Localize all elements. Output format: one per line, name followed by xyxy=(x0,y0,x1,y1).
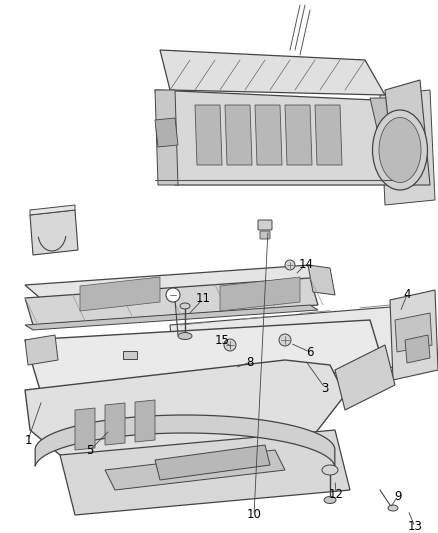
Polygon shape xyxy=(170,305,420,385)
Polygon shape xyxy=(60,430,350,515)
Ellipse shape xyxy=(379,117,421,182)
Text: 9: 9 xyxy=(394,489,402,503)
Polygon shape xyxy=(335,345,395,410)
Polygon shape xyxy=(105,403,125,445)
FancyBboxPatch shape xyxy=(123,351,137,359)
Polygon shape xyxy=(390,290,438,380)
Ellipse shape xyxy=(322,465,338,475)
Text: 6: 6 xyxy=(306,345,314,359)
Polygon shape xyxy=(75,408,95,450)
Polygon shape xyxy=(25,360,345,460)
Polygon shape xyxy=(155,90,178,185)
Polygon shape xyxy=(220,277,300,311)
Polygon shape xyxy=(105,450,285,490)
Text: 1: 1 xyxy=(24,433,32,447)
Polygon shape xyxy=(405,335,430,363)
Polygon shape xyxy=(155,118,178,147)
Ellipse shape xyxy=(372,110,427,190)
Polygon shape xyxy=(380,90,435,205)
Polygon shape xyxy=(195,105,222,165)
Polygon shape xyxy=(370,98,415,185)
Ellipse shape xyxy=(388,505,398,511)
Text: 10: 10 xyxy=(247,508,261,521)
Polygon shape xyxy=(35,415,335,466)
FancyBboxPatch shape xyxy=(258,220,272,230)
Polygon shape xyxy=(30,205,75,215)
Text: 12: 12 xyxy=(328,488,343,500)
Polygon shape xyxy=(25,305,318,330)
FancyBboxPatch shape xyxy=(260,231,270,239)
Polygon shape xyxy=(315,105,342,165)
Polygon shape xyxy=(25,320,385,390)
Text: 8: 8 xyxy=(246,356,254,368)
Circle shape xyxy=(285,260,295,270)
Circle shape xyxy=(279,334,291,346)
Polygon shape xyxy=(25,335,58,365)
Text: 3: 3 xyxy=(321,382,328,394)
Polygon shape xyxy=(25,265,325,298)
Polygon shape xyxy=(80,277,160,311)
Text: 13: 13 xyxy=(408,521,422,533)
Ellipse shape xyxy=(178,333,192,340)
Polygon shape xyxy=(395,313,432,352)
Polygon shape xyxy=(255,105,282,165)
Polygon shape xyxy=(225,105,252,165)
Polygon shape xyxy=(30,210,78,255)
Polygon shape xyxy=(160,50,385,95)
Polygon shape xyxy=(308,265,335,295)
Polygon shape xyxy=(155,90,395,185)
Polygon shape xyxy=(155,445,270,480)
Circle shape xyxy=(224,339,236,351)
Text: 15: 15 xyxy=(215,334,230,346)
Text: 11: 11 xyxy=(195,293,211,305)
Polygon shape xyxy=(25,278,318,325)
Polygon shape xyxy=(135,400,155,442)
Ellipse shape xyxy=(324,497,336,504)
Text: 14: 14 xyxy=(299,257,314,271)
Polygon shape xyxy=(385,80,430,185)
Text: 4: 4 xyxy=(403,288,411,302)
Ellipse shape xyxy=(180,303,190,309)
Polygon shape xyxy=(285,105,312,165)
Circle shape xyxy=(166,288,180,302)
Text: 5: 5 xyxy=(86,443,94,456)
